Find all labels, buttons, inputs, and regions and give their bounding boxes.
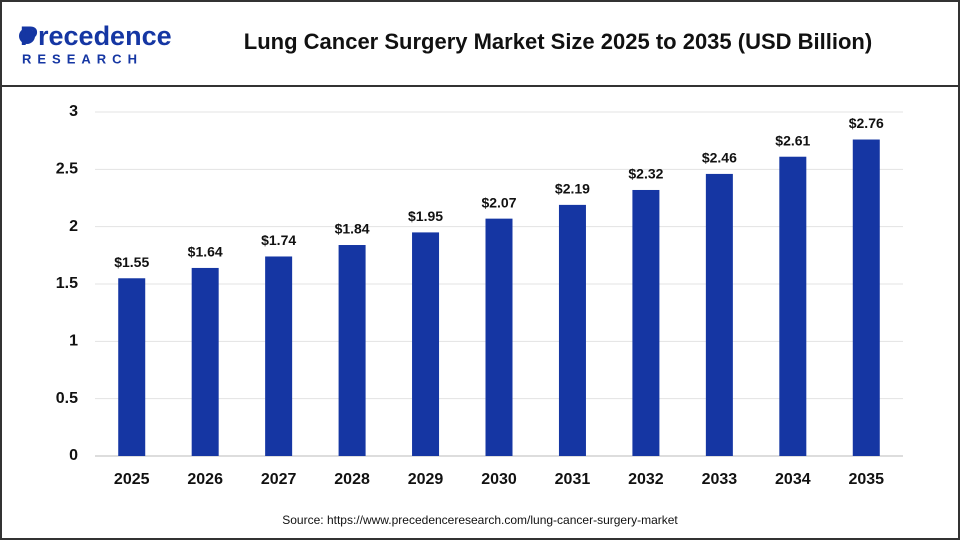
- x-tick-label: 2032: [628, 471, 664, 488]
- bar: [265, 256, 293, 456]
- value-label: $1.55: [114, 254, 149, 270]
- logo-name: Precedence: [20, 21, 172, 51]
- value-label: $2.46: [702, 150, 737, 166]
- source: Source: https://www.precedenceresearch.c…: [282, 513, 678, 527]
- x-tick-label: 2026: [187, 471, 223, 488]
- y-tick-label: 2: [69, 218, 78, 235]
- value-label: $1.95: [408, 208, 443, 224]
- bar: [485, 218, 513, 456]
- y-tick-label: 1.5: [56, 275, 78, 292]
- value-label: $2.07: [481, 194, 516, 210]
- value-label: $2.19: [555, 181, 590, 197]
- bar: [191, 267, 219, 456]
- x-tick-label: 2027: [261, 471, 297, 488]
- bar: [632, 189, 660, 456]
- x-tick-label: 2031: [555, 471, 591, 488]
- y-tick-label: 0.5: [56, 390, 78, 407]
- y-tick-label: 1: [69, 333, 78, 350]
- x-tick-label: 2028: [334, 471, 370, 488]
- bar: [705, 173, 733, 457]
- x-tick-label: 2030: [481, 471, 517, 488]
- bar: [779, 156, 807, 456]
- x-tick-label: 2025: [114, 471, 150, 488]
- logo-tagline: RESEARCH: [22, 51, 143, 66]
- y-tick-label: 0: [69, 447, 78, 464]
- logo-icon: [19, 28, 35, 44]
- bar: [338, 245, 366, 456]
- bar: [558, 204, 586, 456]
- chart-title: Lung Cancer Surgery Market Size 2025 to …: [244, 29, 872, 54]
- bar: [412, 232, 440, 456]
- value-label: $2.76: [849, 115, 884, 131]
- y-tick-label: 3: [69, 103, 78, 120]
- value-label: $1.84: [335, 221, 370, 237]
- value-label: $2.32: [628, 166, 663, 182]
- y-tick-label: 2.5: [56, 161, 78, 178]
- value-label: $1.64: [188, 244, 223, 260]
- bar: [118, 278, 146, 456]
- value-label: $2.61: [775, 132, 810, 148]
- bar: [852, 139, 880, 456]
- x-tick-label: 2034: [775, 471, 811, 488]
- x-tick-label: 2035: [848, 471, 884, 488]
- value-label: $1.74: [261, 232, 296, 248]
- x-tick-label: 2029: [408, 471, 444, 488]
- x-tick-label: 2033: [702, 471, 738, 488]
